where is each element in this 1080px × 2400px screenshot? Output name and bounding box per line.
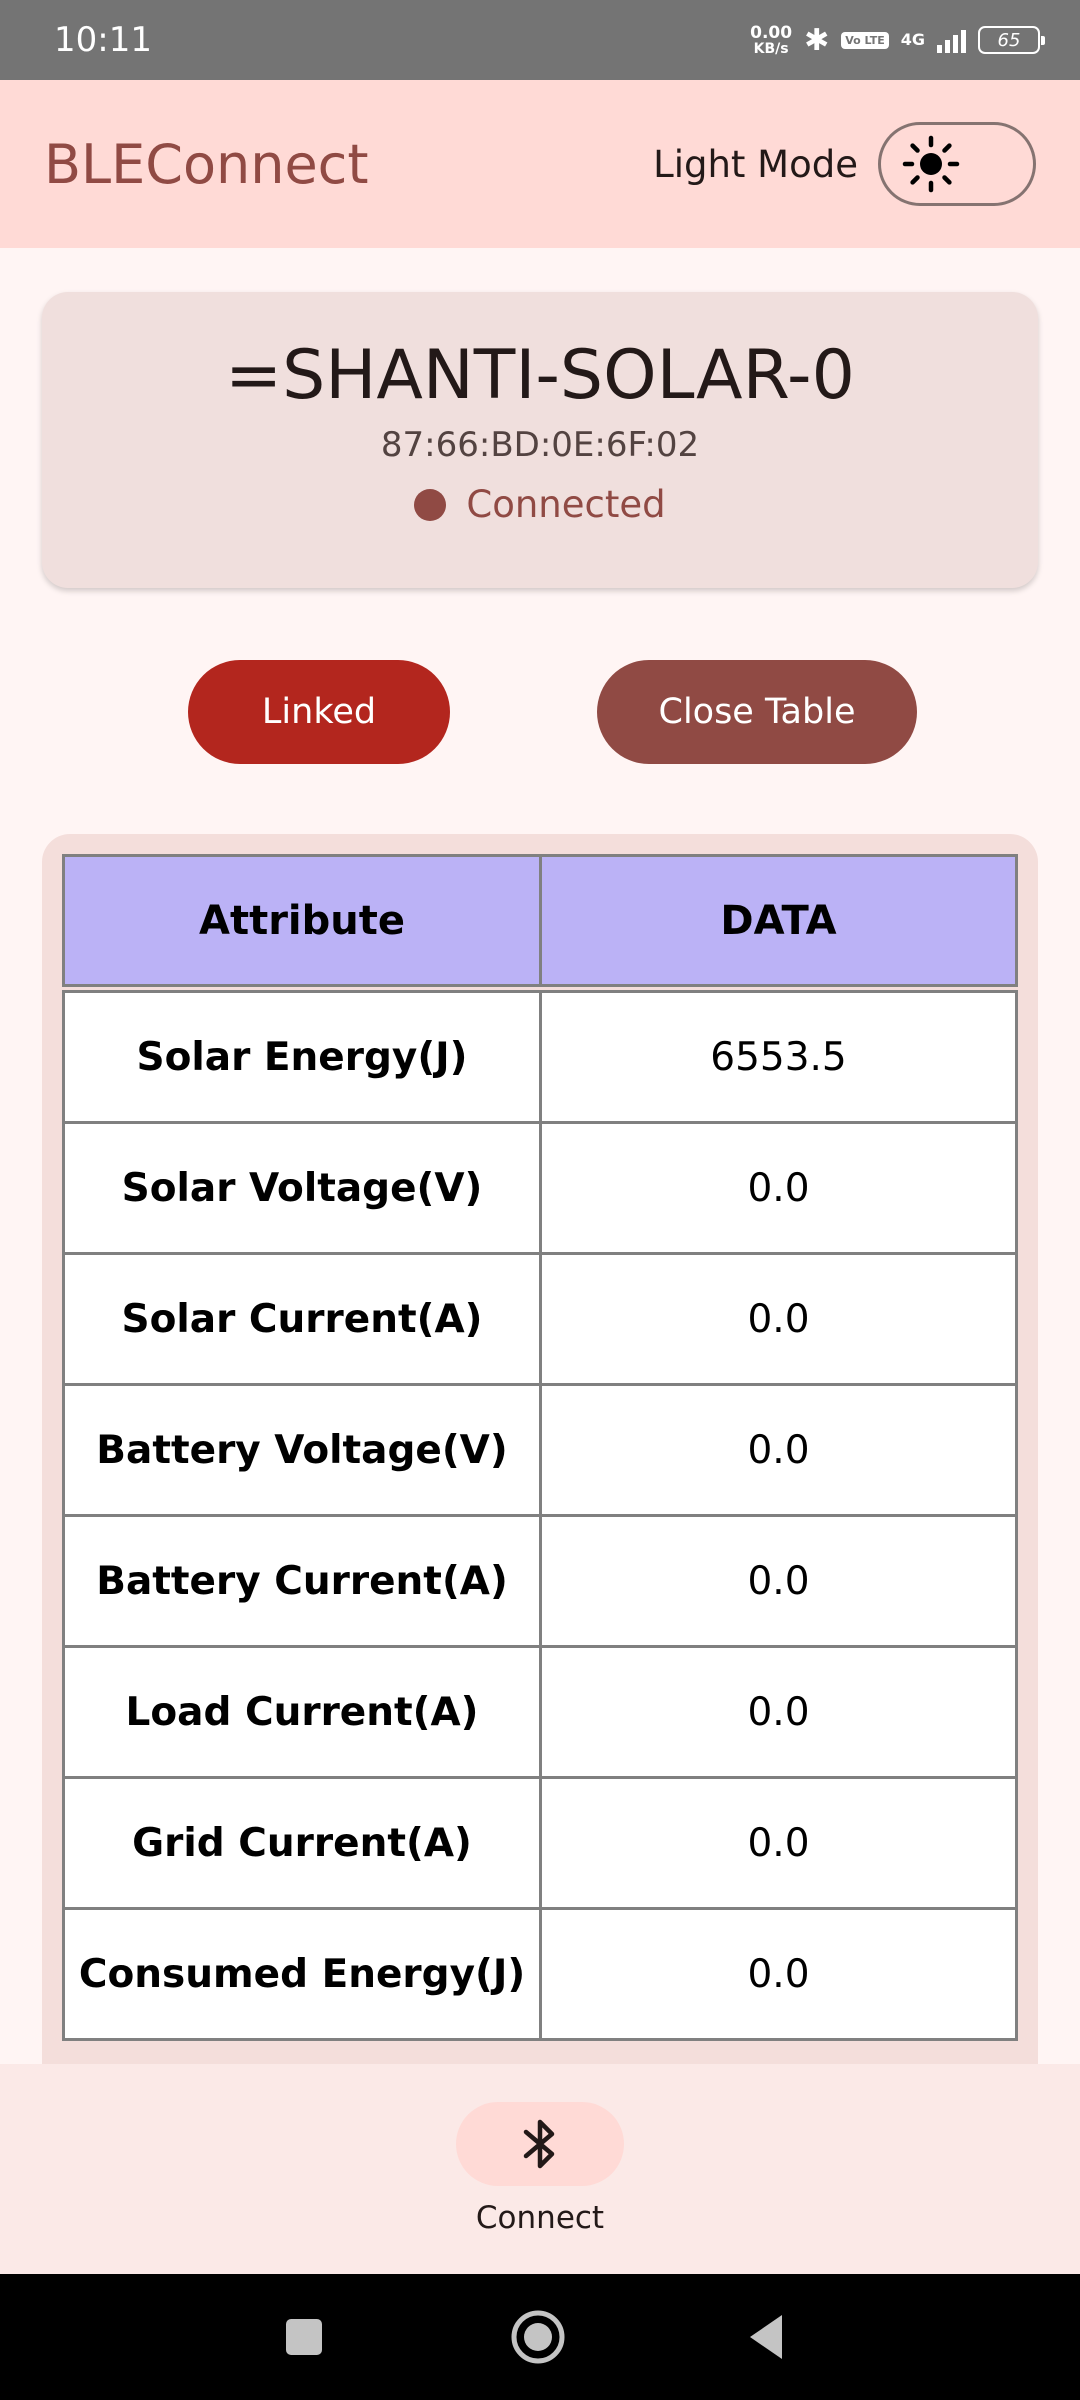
theme-toggle-switch[interactable] [878, 122, 1036, 206]
volte-badge: Vo LTE [841, 31, 889, 49]
battery-level: 65 [997, 29, 1021, 51]
table-row: Solar Energy(J) 6553.5 [62, 990, 1018, 1124]
status-icons: 0.00 KB/s ✱ Vo LTE 4G 65 [750, 22, 1045, 58]
signal-strength-icon [937, 27, 966, 53]
connect-nav-label: Connect [475, 2200, 605, 2236]
header-spacer [63, 985, 1017, 992]
connection-status-label: Connected [466, 483, 666, 526]
back-icon[interactable] [738, 2307, 798, 2367]
app-bar: BLEConnect Light Mode [0, 80, 1080, 248]
table-row: Solar Voltage(V) 0.0 [62, 1121, 1018, 1255]
table-row: Consumed Energy(J) 0.0 [62, 1907, 1018, 2041]
header-spacer-cell [63, 985, 1017, 992]
value-cell: 0.0 [539, 1252, 1018, 1386]
device-name: =SHANTI-SOLAR-0 [225, 336, 855, 415]
attribute-cell: Solar Energy(J) [62, 990, 542, 1124]
table-row: Battery Current(A) 0.0 [62, 1514, 1018, 1648]
table-header-row: Attribute DATA [62, 854, 1018, 987]
attribute-cell: Solar Voltage(V) [62, 1121, 542, 1255]
theme-toggle-group: Light Mode [653, 122, 1036, 206]
attribute-cell: Consumed Energy(J) [62, 1907, 542, 2041]
network-speed-unit: KB/s [753, 40, 789, 57]
status-dot-icon [414, 488, 447, 521]
data-table: Attribute DATA Solar Energy(J) 6553.5 So… [62, 854, 1018, 2041]
table-row: Grid Current(A) 0.0 [62, 1776, 1018, 1910]
status-time: 10:11 [54, 20, 152, 60]
value-cell: 6553.5 [539, 990, 1018, 1124]
network-speed: 0.00 KB/s [750, 22, 793, 57]
value-cell: 0.0 [539, 1776, 1018, 1910]
connection-status: Connected [414, 483, 666, 526]
bluetooth-status-icon: ✱ [804, 22, 830, 58]
value-cell: 0.0 [539, 1383, 1018, 1517]
sun-icon [902, 135, 960, 193]
linked-button[interactable]: Linked [188, 660, 450, 764]
device-mac-address: 87:66:BD:0E:6F:02 [380, 425, 700, 465]
network-speed-value: 0.00 [750, 22, 793, 43]
network-type: 4G [900, 30, 925, 49]
data-table-card: Attribute DATA Solar Energy(J) 6553.5 So… [42, 834, 1038, 2064]
table-row: Solar Current(A) 0.0 [62, 1252, 1018, 1386]
connect-nav-item[interactable] [456, 2102, 624, 2186]
value-cell: 0.0 [539, 1907, 1018, 2041]
attribute-cell: Solar Current(A) [62, 1252, 542, 1386]
system-navigation-bar [0, 2274, 1080, 2400]
close-table-button[interactable]: Close Table [597, 660, 917, 764]
status-bar: 10:11 0.00 KB/s ✱ Vo LTE 4G 65 [0, 0, 1080, 80]
attribute-cell: Battery Current(A) [62, 1514, 542, 1648]
table-row: Load Current(A) 0.0 [62, 1645, 1018, 1779]
attribute-cell: Battery Voltage(V) [62, 1383, 542, 1517]
value-cell: 0.0 [539, 1514, 1018, 1648]
theme-mode-label: Light Mode [653, 142, 858, 186]
attribute-cell: Load Current(A) [62, 1645, 542, 1779]
device-card: =SHANTI-SOLAR-0 87:66:BD:0E:6F:02 Connec… [42, 292, 1038, 588]
bottom-navigation: Connect [0, 2064, 1080, 2274]
recent-apps-icon[interactable] [274, 2307, 334, 2367]
data-column-header: DATA [539, 854, 1018, 987]
bluetooth-icon [523, 2119, 555, 2169]
table-row: Battery Voltage(V) 0.0 [62, 1383, 1018, 1517]
value-cell: 0.0 [539, 1645, 1018, 1779]
value-cell: 0.0 [539, 1121, 1018, 1255]
attribute-cell: Grid Current(A) [62, 1776, 542, 1910]
attribute-column-header: Attribute [62, 854, 542, 987]
battery-icon: 65 [978, 26, 1045, 54]
home-icon[interactable] [508, 2307, 568, 2367]
app-title: BLEConnect [44, 132, 369, 196]
